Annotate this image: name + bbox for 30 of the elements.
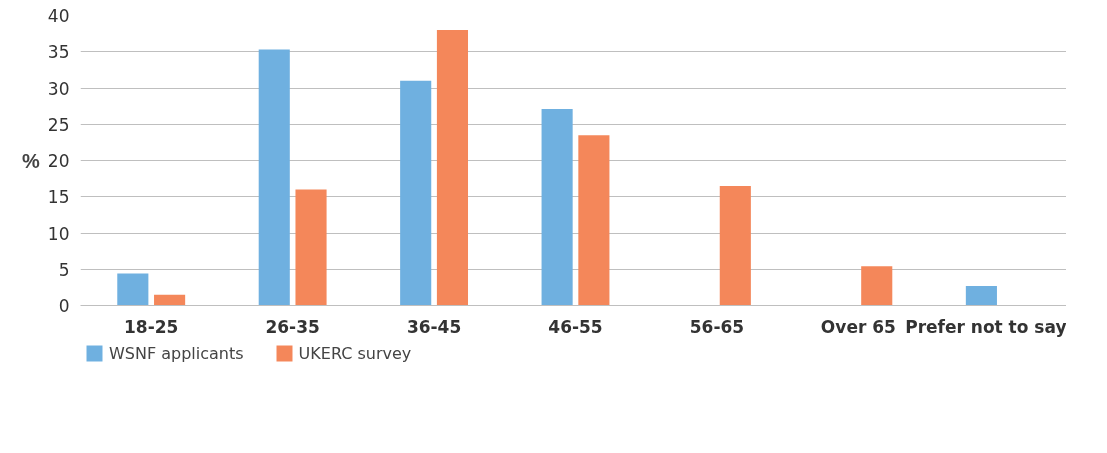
y-tick-label: 5 (58, 259, 70, 280)
bar (436, 30, 469, 306)
bar (541, 109, 573, 306)
bar (578, 135, 610, 306)
bar (295, 189, 327, 306)
y-tick-label: 10 (47, 223, 70, 244)
x-tick-label: 26-35 (265, 316, 320, 337)
x-tick-label: 18-25 (124, 316, 179, 337)
y-tick-label: 40 (47, 6, 70, 26)
x-tick-label: Over 65 (820, 316, 896, 337)
legend-label: WSNF applicants (109, 343, 244, 363)
bar (154, 294, 186, 306)
y-tick-label: 35 (47, 42, 70, 63)
y-tick-label: 15 (47, 187, 70, 208)
x-tick-label: Prefer not to say (905, 316, 1067, 337)
x-tick-label: 46-55 (548, 316, 603, 337)
bar (400, 80, 432, 306)
y-tick-label: 0 (58, 296, 70, 316)
bar (965, 285, 997, 306)
y-tick-label: 30 (47, 78, 70, 99)
y-tick-label: 20 (47, 151, 70, 171)
y-tick-label: 25 (47, 114, 70, 135)
bar (719, 185, 751, 306)
y-axis-title: % (22, 149, 41, 172)
bar (861, 266, 893, 306)
bar (117, 273, 149, 306)
bar (258, 49, 290, 306)
x-tick-label: 56-65 (689, 316, 745, 337)
x-tick-label: 36-45 (406, 316, 462, 337)
legend-label: UKERC survey (298, 343, 412, 363)
